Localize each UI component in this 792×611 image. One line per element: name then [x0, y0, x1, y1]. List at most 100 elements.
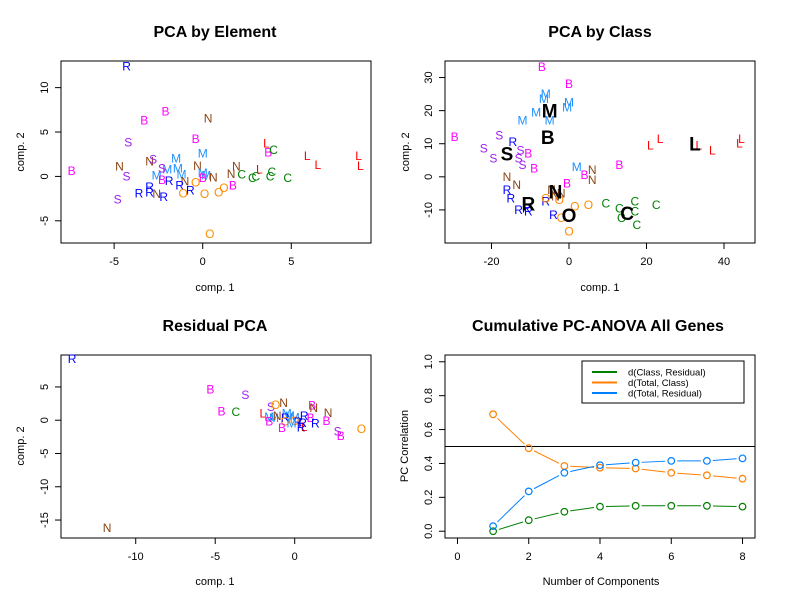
x-axis-label: comp. 1: [195, 282, 234, 294]
series-point: [524, 487, 533, 496]
data-point-o: O: [200, 187, 209, 201]
data-point-m: M: [285, 409, 295, 423]
series-point: [489, 522, 498, 531]
data-point-b: B: [538, 60, 546, 74]
y-axis: -5 0 5 10: [39, 82, 61, 226]
data-point-m: M: [287, 417, 297, 431]
data-point-r: R: [186, 184, 195, 198]
y-tick-label: -5: [39, 216, 51, 226]
series-point: [738, 474, 747, 483]
y-tick-label: 0.2: [423, 490, 435, 505]
x-axis: -20 0 20 40: [484, 243, 730, 268]
x-tick-label: 0: [566, 256, 572, 268]
data-point-r: R: [311, 417, 320, 431]
y-tick-label: 5: [39, 384, 51, 390]
data-point-l: L: [263, 137, 270, 151]
data-point-b: B: [192, 132, 200, 146]
data-point-n: N: [551, 190, 560, 204]
series-point: [596, 463, 604, 472]
data-point-b: B: [580, 168, 588, 182]
data-point-b: B: [615, 158, 623, 172]
x-tick-label: 6: [668, 551, 674, 563]
data-point-r: R: [122, 59, 131, 73]
y-tick-label: -5: [39, 449, 51, 459]
data-point-l: L: [357, 159, 364, 173]
panel-cumulative-pc-anova: Cumulative PC-ANOVA All Genes Number of …: [399, 318, 756, 588]
x-tick-label: 8: [739, 551, 745, 563]
y-tick-label: -15: [39, 512, 51, 528]
y-axis-label: comp. 2: [400, 132, 412, 171]
legend: d(Class, Residual)d(Total, Class)d(Total…: [581, 360, 745, 404]
data-point-n: N: [588, 163, 597, 177]
data-point-o: O: [541, 191, 550, 205]
series-point: [596, 461, 604, 470]
data-point-o: O: [191, 176, 200, 190]
data-point-s: S: [480, 142, 488, 156]
data-point-m: M: [269, 411, 279, 425]
y-tick-label: 20: [423, 105, 435, 117]
data-point-m: M: [518, 114, 528, 128]
data-point-r: R: [524, 205, 533, 219]
series-segment: [641, 468, 666, 473]
data-point-m: M: [564, 95, 574, 109]
data-point-r: R: [68, 352, 77, 366]
series-point: [524, 516, 533, 525]
plot-frame: [444, 60, 756, 244]
data-point-o: O: [179, 186, 188, 200]
data-point-b: B: [278, 421, 286, 435]
series-segment: [498, 521, 524, 530]
data-point-o: O: [214, 185, 223, 199]
series-point: [667, 501, 676, 510]
data-point-n: N: [324, 406, 333, 420]
data-point-r: R: [300, 409, 309, 423]
data-point-b: B: [337, 429, 345, 443]
data-point-n: N: [209, 170, 218, 184]
x-tick-label: -10: [128, 551, 144, 563]
data-point-b: B: [162, 105, 170, 119]
data-point-r: R: [522, 201, 531, 215]
x-axis: -10 -5 0: [128, 538, 298, 563]
y-axis-label: PC Correlation: [399, 410, 411, 482]
data-point-m: M: [201, 169, 211, 183]
data-point-s: S: [124, 136, 132, 150]
data-point-n: N: [273, 409, 282, 423]
data-point-o: O: [570, 200, 579, 214]
data-point-r: R: [541, 195, 550, 209]
x-tick-label: 2: [526, 551, 532, 563]
data-point-c: C: [237, 168, 246, 182]
data-point-c: C: [652, 198, 661, 212]
series-point: [560, 462, 569, 470]
data-point-r: R: [297, 421, 306, 435]
data-point-s: S: [334, 425, 342, 439]
data-point-m: M: [545, 114, 555, 128]
data-point-n: N: [557, 186, 566, 200]
data-point-s: S: [518, 158, 526, 172]
data-point-o: O: [290, 414, 299, 428]
data-point-o: O: [555, 193, 564, 207]
y-axis-label: comp. 2: [15, 426, 27, 465]
data-point-m: M: [198, 146, 208, 160]
data-point-o: O: [280, 415, 289, 429]
series-segment: [497, 495, 525, 523]
data-point-m: M: [282, 407, 292, 421]
series-d-total-residual: [489, 454, 747, 531]
centroid-s: S: [501, 145, 514, 166]
data-point-n: N: [279, 396, 288, 410]
series-segment: [677, 472, 701, 476]
data-point-b: B: [524, 147, 532, 161]
data-point-n: N: [309, 401, 318, 415]
data-point-m: M: [173, 161, 183, 175]
data-point-l: L: [695, 138, 702, 152]
data-point-b: B: [264, 145, 272, 159]
series-segment: [605, 505, 630, 508]
x-tick-label: 20: [640, 256, 652, 268]
data-point-c: C: [601, 196, 610, 210]
x-tick-label: 0: [454, 551, 460, 563]
data-point-b: B: [565, 77, 573, 91]
data-point-l: L: [355, 149, 362, 163]
data-point-r: R: [549, 208, 558, 222]
data-point-l: L: [301, 420, 308, 434]
